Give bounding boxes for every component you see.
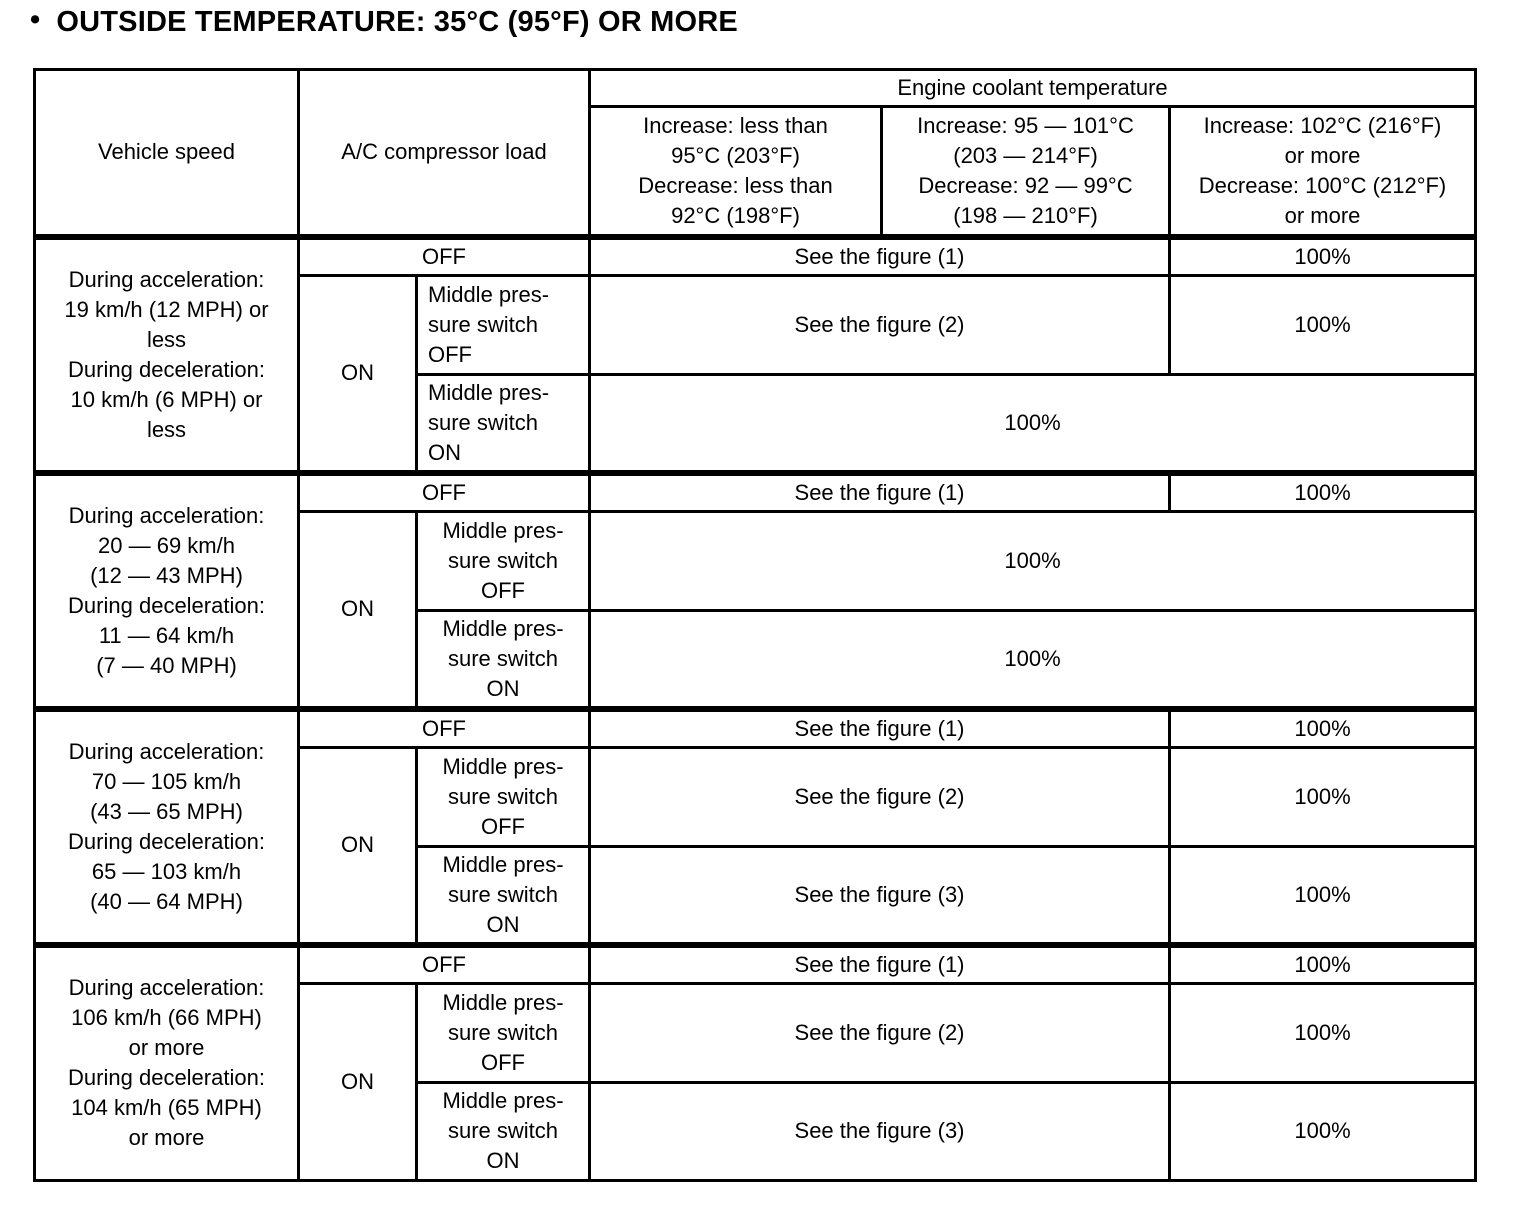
fan-duty-cell: 100% bbox=[1168, 233, 1478, 277]
figure-ref-cell: See the figure (2) bbox=[588, 745, 1172, 848]
figure-ref-cell: See the figure (1) bbox=[588, 705, 1172, 749]
header-coolant-range-low: Increase: less than 95°C (203°F) Decreas… bbox=[588, 105, 884, 238]
speed-group-2: During acceleration: 20 — 69 km/h (12 — … bbox=[33, 469, 1478, 710]
fan-duty-cell: 100% bbox=[588, 608, 1478, 710]
header-engine-coolant-temp: Engine coolant temperature bbox=[588, 68, 1478, 108]
mps-on-cell: Middle pres- sure switch ON bbox=[414, 1080, 592, 1182]
vehicle-speed-cell: During acceleration: 19 km/h (12 MPH) or… bbox=[33, 233, 300, 474]
bullet-icon: • bbox=[30, 4, 41, 36]
mps-off-cell: Middle pres- sure switch OFF bbox=[414, 509, 592, 612]
fan-duty-cell: 100% bbox=[1168, 844, 1478, 946]
ac-on-cell: ON bbox=[297, 509, 418, 710]
fan-duty-cell: 100% bbox=[1168, 981, 1478, 1084]
mps-off-cell: Middle pres- sure switch OFF bbox=[414, 981, 592, 1084]
header-vehicle-speed: Vehicle speed bbox=[33, 68, 300, 238]
header-coolant-range-mid: Increase: 95 — 101°C (203 — 214°F) Decre… bbox=[880, 105, 1172, 238]
fan-duty-cell: 100% bbox=[1168, 273, 1478, 376]
section-title-text: OUTSIDE TEMPERATURE: 35°C (95°F) OR MORE bbox=[56, 6, 738, 38]
vehicle-speed-cell: During acceleration: 106 km/h (66 MPH) o… bbox=[33, 941, 300, 1182]
table-header: Vehicle speed A/C compressor load Engine… bbox=[33, 68, 1478, 238]
figure-ref-cell: See the figure (3) bbox=[588, 1080, 1172, 1182]
fan-duty-cell: 100% bbox=[1168, 941, 1478, 985]
speed-group-3: During acceleration: 70 — 105 km/h (43 —… bbox=[33, 705, 1478, 946]
figure-ref-cell: See the figure (1) bbox=[588, 233, 1172, 277]
section-title: • OUTSIDE TEMPERATURE: 35°C (95°F) OR MOR… bbox=[30, 4, 738, 39]
speed-group-4: During acceleration: 106 km/h (66 MPH) o… bbox=[33, 941, 1478, 1182]
header-ac-compressor-load: A/C compressor load bbox=[296, 68, 592, 238]
ac-on-cell: ON bbox=[297, 745, 418, 946]
ac-off-cell: OFF bbox=[296, 469, 592, 513]
figure-ref-cell: See the figure (1) bbox=[588, 941, 1172, 985]
ac-off-cell: OFF bbox=[296, 941, 592, 985]
mps-on-cell: Middle pres- sure switch ON bbox=[414, 844, 592, 946]
vehicle-speed-cell: During acceleration: 20 — 69 km/h (12 — … bbox=[33, 469, 300, 710]
mps-off-cell: Middle pres- sure switch OFF bbox=[414, 273, 592, 376]
fan-duty-cell: 100% bbox=[1168, 1080, 1478, 1182]
figure-ref-cell: See the figure (1) bbox=[588, 469, 1172, 513]
speed-group-1: During acceleration: 19 km/h (12 MPH) or… bbox=[33, 233, 1478, 474]
ac-on-cell: ON bbox=[297, 981, 418, 1182]
fan-duty-cell: 100% bbox=[1168, 469, 1478, 513]
vehicle-speed-cell: During acceleration: 70 — 105 km/h (43 —… bbox=[33, 705, 300, 946]
figure-ref-cell: See the figure (3) bbox=[588, 844, 1172, 946]
header-coolant-range-high: Increase: 102°C (216°F) or more Decrease… bbox=[1168, 105, 1478, 238]
fan-duty-cell: 100% bbox=[588, 509, 1478, 612]
fan-duty-table: Vehicle speed A/C compressor load Engine… bbox=[33, 68, 1478, 1182]
ac-on-cell: ON bbox=[297, 273, 418, 474]
fan-duty-cell: 100% bbox=[1168, 745, 1478, 848]
ac-off-cell: OFF bbox=[296, 233, 592, 277]
mps-off-cell: Middle pres- sure switch OFF bbox=[414, 745, 592, 848]
figure-ref-cell: See the figure (2) bbox=[588, 981, 1172, 1084]
ac-off-cell: OFF bbox=[296, 705, 592, 749]
mps-on-cell: Middle pres- sure switch ON bbox=[414, 372, 592, 474]
fan-duty-cell: 100% bbox=[1168, 705, 1478, 749]
fan-duty-cell: 100% bbox=[588, 372, 1478, 474]
mps-on-cell: Middle pres- sure switch ON bbox=[414, 608, 592, 710]
figure-ref-cell: See the figure (2) bbox=[588, 273, 1172, 376]
